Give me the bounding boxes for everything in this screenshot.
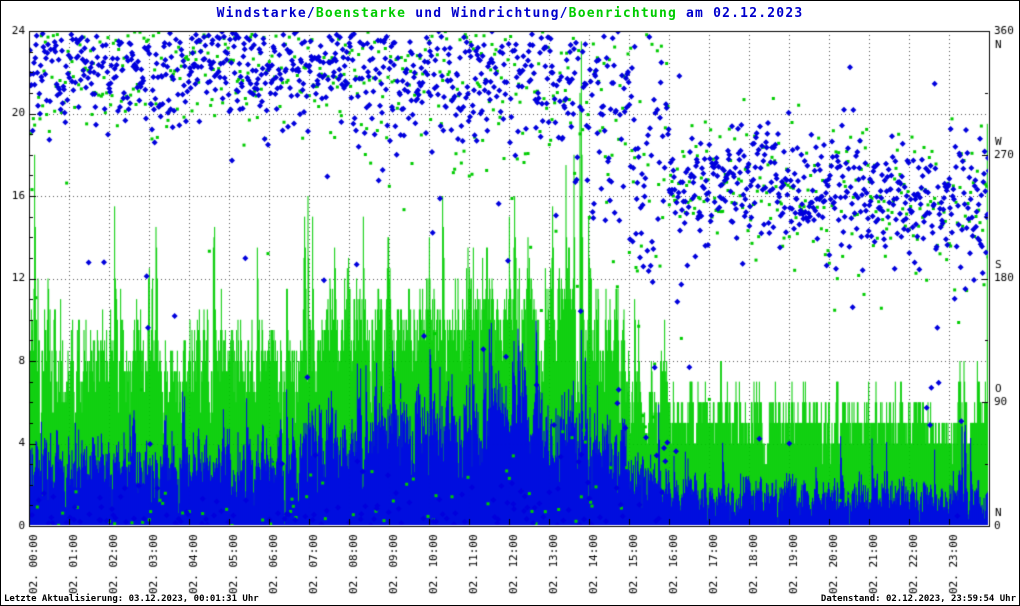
title-segment: und Windrichtung/ bbox=[406, 6, 569, 21]
title-segment: Windstarke/ bbox=[216, 6, 316, 21]
title-segment: am 02.12.2023 bbox=[677, 6, 804, 21]
data-status-label: Datenstand: 02.12.2023, 23:59:54 Uhr bbox=[820, 594, 1016, 604]
title-segment: Boenrichtung bbox=[568, 6, 677, 21]
last-update-label: Letzte Aktualisierung: 03.12.2023, 00:01… bbox=[4, 594, 259, 604]
chart-title: Windstarke/Boenstarke und Windrichtung/B… bbox=[1, 6, 1019, 21]
title-segment: Boenstarke bbox=[315, 6, 407, 21]
